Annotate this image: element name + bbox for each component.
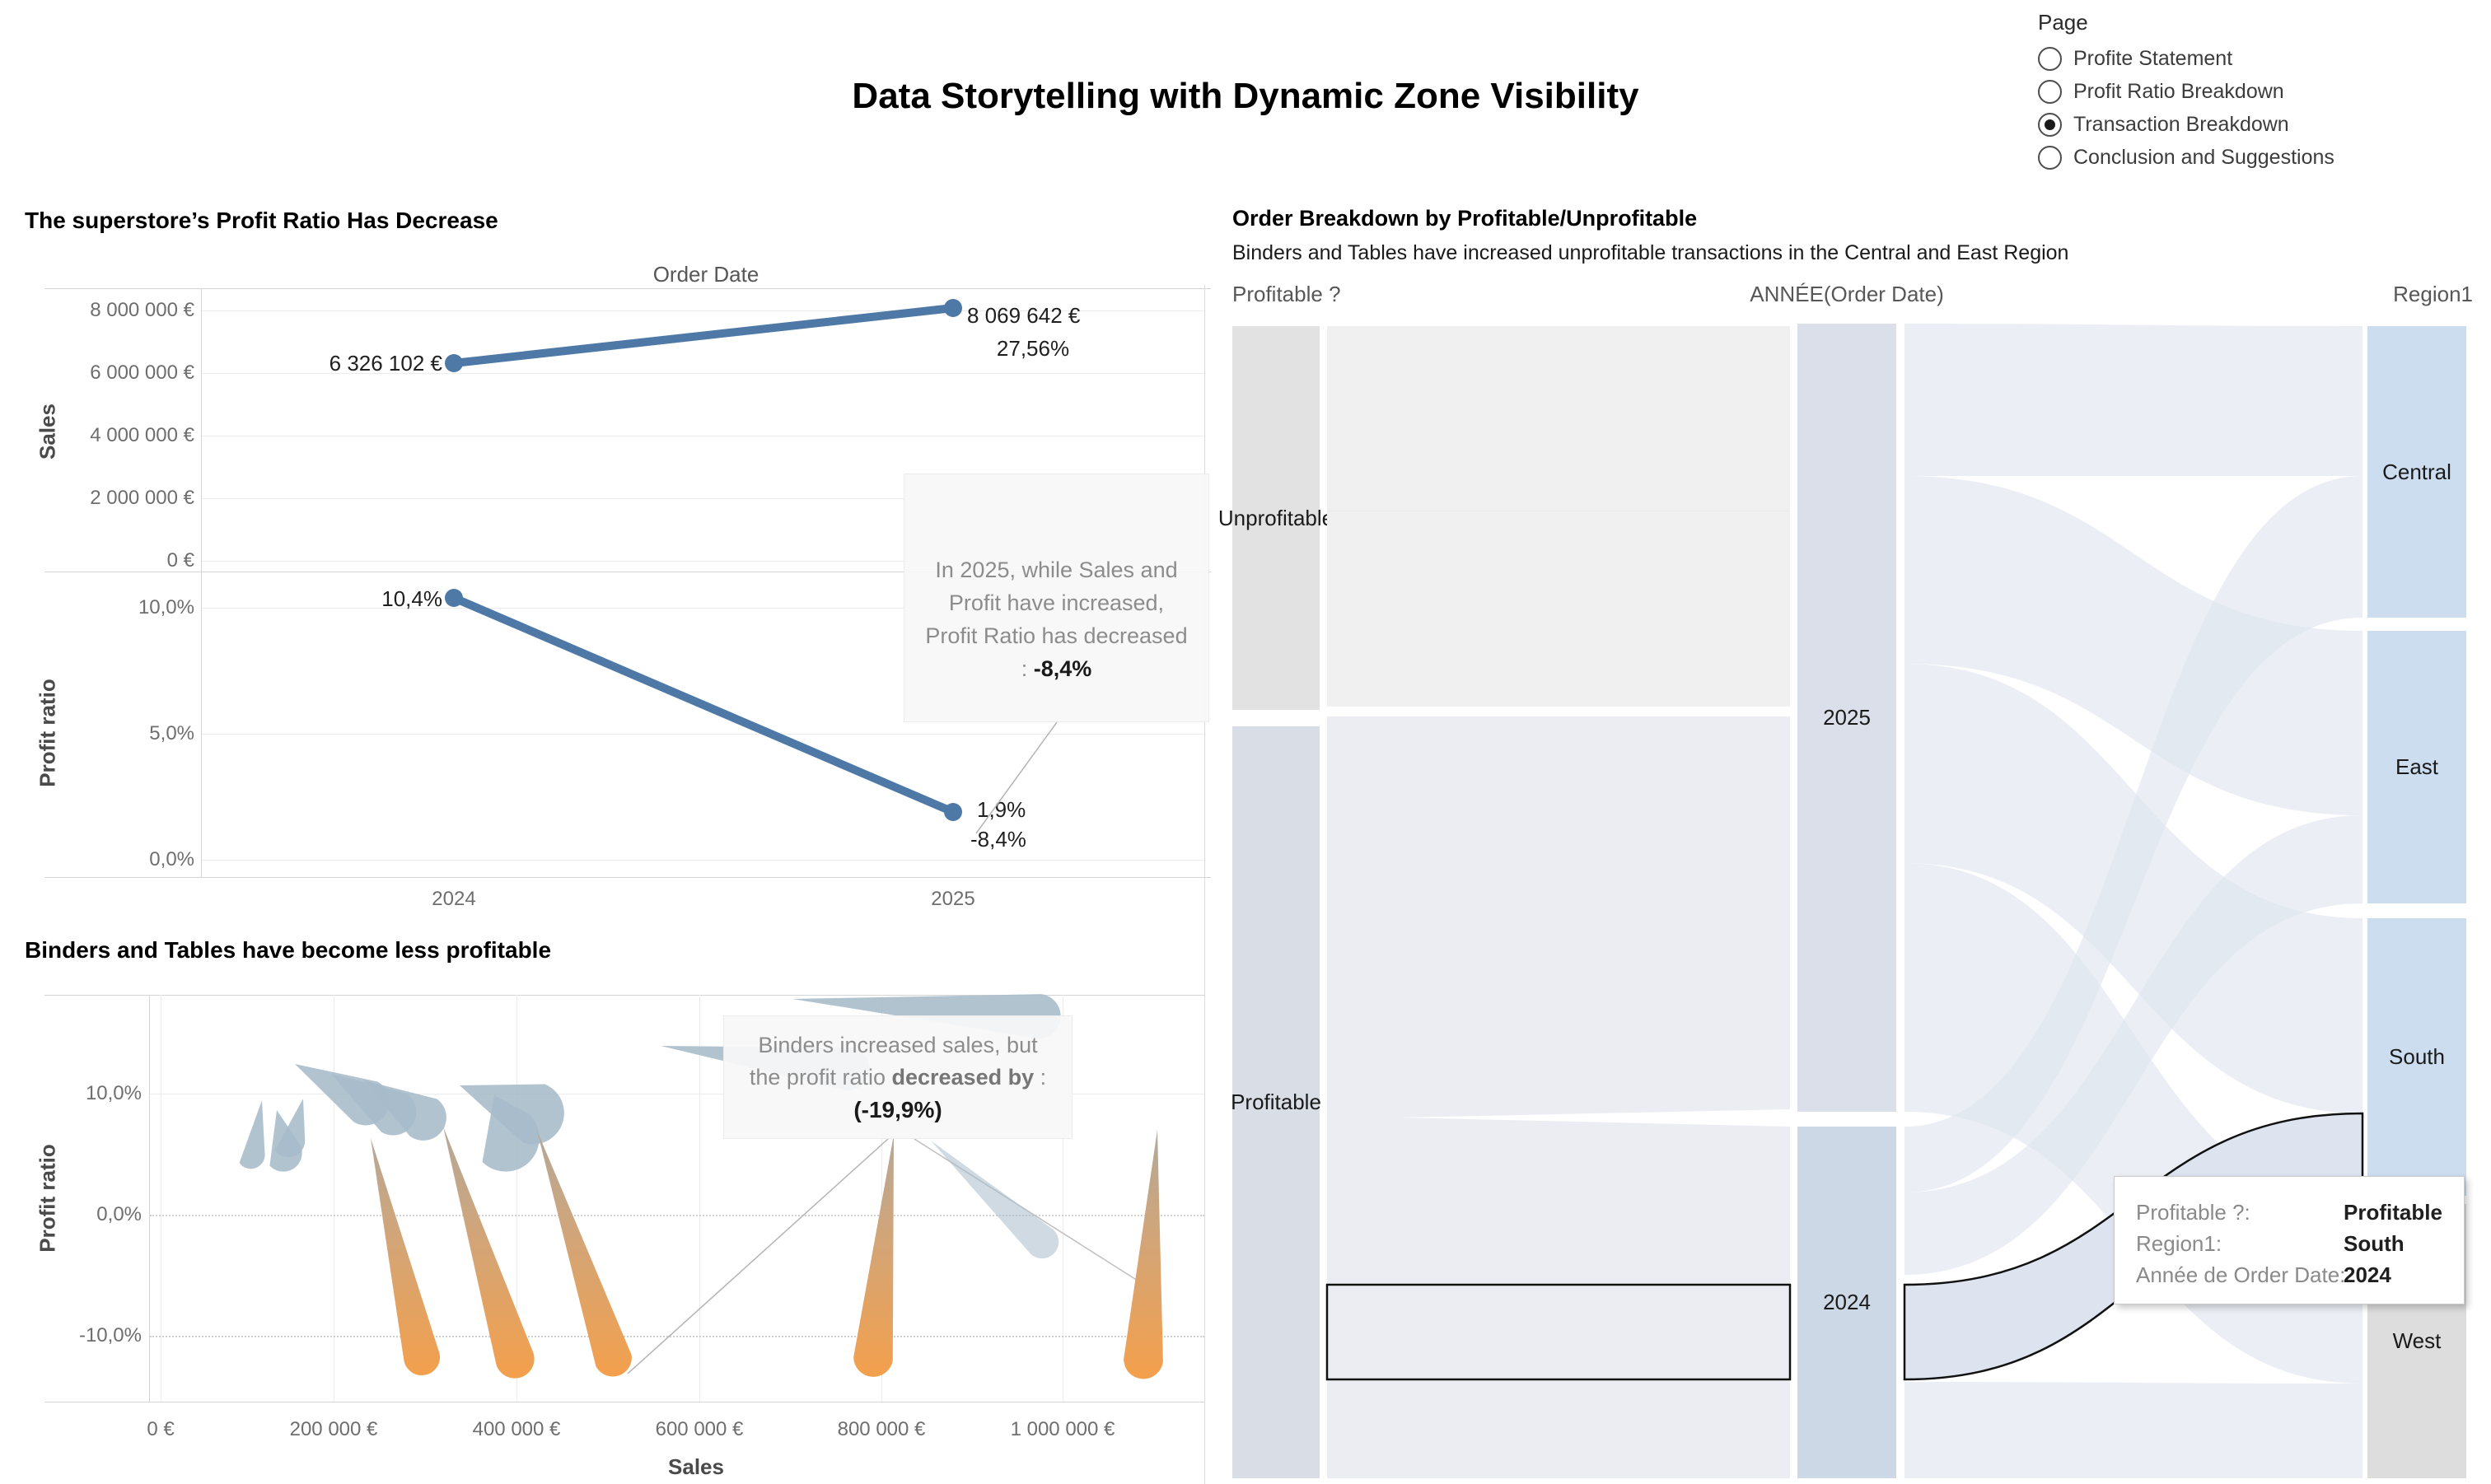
y-tick: 6 000 000 € [90, 362, 194, 384]
line-chart-annotation: In 2025, while Sales and Profit have inc… [904, 474, 1209, 722]
comet-chart-annotation: Binders increased sales, but the profit … [723, 1015, 1073, 1139]
line-chart-title: The superstore’s Profit Ratio Has Decrea… [25, 208, 498, 233]
sales-2024-label: 6 326 102 € [329, 351, 442, 376]
gridline [202, 373, 1204, 374]
page-title: Data Storytelling with Dynamic Zone Visi… [852, 76, 1639, 116]
y-tick: 0,0% [149, 848, 194, 870]
y-tick: 10,0% [85, 1082, 142, 1104]
profit-ratio-axis-title: Profit ratio [35, 1144, 60, 1253]
ratio-point-2025 [944, 803, 962, 821]
gridline [202, 860, 1204, 861]
gridline [516, 995, 517, 1402]
sales-axis-title: Sales [35, 404, 60, 460]
sankey-node-east[interactable]: East [2367, 631, 2466, 903]
gridline [699, 995, 700, 1402]
radio-label: Profite Statement [2073, 46, 2233, 70]
radio-icon[interactable] [2038, 79, 2062, 104]
annotation-connector [914, 1138, 1147, 1287]
sankey-col2-header: ANNÉE(Order Date) [1750, 282, 1944, 306]
profit-ratio-line-series[interactable] [445, 589, 962, 821]
flow-2025-west [1904, 863, 2362, 1384]
gridline [202, 561, 1204, 562]
radio-profite-statement[interactable]: Profite Statement [2038, 42, 2334, 75]
y-tick: 4 000 000 € [90, 424, 194, 446]
sankey-flow-profitable-to-years[interactable] [1327, 716, 1790, 1478]
orange-comets[interactable] [371, 1127, 1163, 1379]
sankey-ribbons[interactable] [1904, 324, 2362, 1478]
y-tick: 2 000 000 € [90, 487, 194, 509]
radio-label: Profit Ratio Breakdown [2073, 79, 2284, 103]
y-tick: 0 € [166, 549, 194, 572]
x-tick: 200 000 € [289, 1418, 378, 1440]
line-chart-column-header: Order Date [652, 262, 759, 287]
tooltip-row: Region1: South [2136, 1231, 2405, 1256]
page-selector: Page Profite Statement Profit Ratio Brea… [2038, 10, 2334, 174]
pane-border [44, 288, 1211, 289]
y-tick: 8 000 000 € [90, 299, 194, 321]
page-selector-label: Page [2038, 10, 2088, 35]
radio-label: Conclusion and Suggestions [2073, 145, 2334, 169]
sankey-title: Order Breakdown by Profitable/Unprofitab… [1232, 206, 1698, 231]
sankey-node-central[interactable]: Central [2367, 326, 2466, 618]
sankey-flow-unprofitable-to-years[interactable] [1327, 326, 1790, 707]
sales-2025-label: 8 069 642 € [967, 303, 1081, 328]
sankey-subtitle: Binders and Tables have increased unprof… [1232, 241, 2069, 264]
flow-2025-central [1904, 324, 2362, 476]
radio-icon[interactable] [2038, 145, 2062, 170]
ratio-2025-label: 1,9% [977, 797, 1026, 822]
sales-point-2024 [445, 354, 463, 372]
sales-axis-title: Sales [668, 1454, 724, 1479]
radio-icon-selected[interactable] [2038, 112, 2062, 137]
y-tick: 5,0% [149, 722, 194, 744]
ratio-2024-label: 10,4% [381, 586, 442, 611]
x-axis-line [44, 877, 1211, 878]
x-tick-2025: 2025 [931, 888, 975, 910]
sankey-col3-header: Region1 [2393, 282, 2473, 306]
x-tick: 600 000 € [655, 1418, 744, 1440]
y-tick: 0,0% [96, 1203, 142, 1225]
flow-2024-central [1904, 476, 2362, 1192]
annotation-connector [627, 1138, 889, 1374]
flow-2024-west [1904, 1382, 2362, 1478]
radio-label: Transaction Breakdown [2073, 112, 2289, 136]
x-tick-2024: 2024 [432, 888, 476, 910]
ratio-point-2024 [445, 589, 463, 607]
sales-point-2025 [944, 299, 962, 317]
y-axis-line [201, 288, 202, 877]
x-tick: 400 000 € [472, 1418, 561, 1440]
gridline [202, 498, 1204, 499]
radio-profit-ratio-breakdown[interactable]: Profit Ratio Breakdown [2038, 75, 2334, 108]
gridline [202, 734, 1204, 735]
sankey-node-2024[interactable]: 2024 [1797, 1127, 1896, 1478]
profit-ratio-axis-title: Profit ratio [35, 679, 60, 787]
zone-divider [1204, 285, 1205, 1484]
comet-chart-title: Binders and Tables have become less prof… [25, 937, 552, 963]
flow-2025-south [1904, 664, 2362, 1113]
sales-2025-growth-label: 27,56% [996, 336, 1070, 361]
pane-border [44, 995, 1204, 996]
tooltip-row: Profitable ?: Profitable [2136, 1200, 2442, 1225]
x-tick: 0 € [147, 1418, 175, 1440]
y-tick: 10,0% [138, 596, 194, 618]
tooltip-row: Année de Order Date: 2024 [2136, 1262, 2391, 1287]
radio-icon[interactable] [2038, 46, 2062, 71]
sankey-node-profitable[interactable]: Profitable [1231, 726, 1321, 1478]
sankey-col1-header: Profitable ? [1232, 282, 1341, 306]
radio-conclusion-suggestions[interactable]: Conclusion and Suggestions [2038, 141, 2334, 174]
gridline-zero [150, 1215, 1204, 1216]
flow-2025-east [1904, 476, 2362, 815]
sankey-tooltip: Profitable ?: Profitable Region1: South … [2114, 1176, 2465, 1304]
x-tick: 800 000 € [837, 1418, 926, 1440]
y-axis-line [149, 995, 150, 1402]
sankey-node-unprofitable[interactable]: Unprofitable [1218, 326, 1334, 710]
radio-transaction-breakdown[interactable]: Transaction Breakdown [2038, 108, 2334, 141]
gridline-neg10 [150, 1336, 1204, 1337]
ratio-2025-change-label: -8,4% [970, 827, 1026, 852]
x-tick: 1 000 000 € [1010, 1418, 1115, 1440]
sankey-node-2025[interactable]: 2025 [1797, 324, 1896, 1112]
sankey-node-south[interactable]: South [2367, 918, 2466, 1196]
y-tick: -10,0% [78, 1324, 142, 1346]
